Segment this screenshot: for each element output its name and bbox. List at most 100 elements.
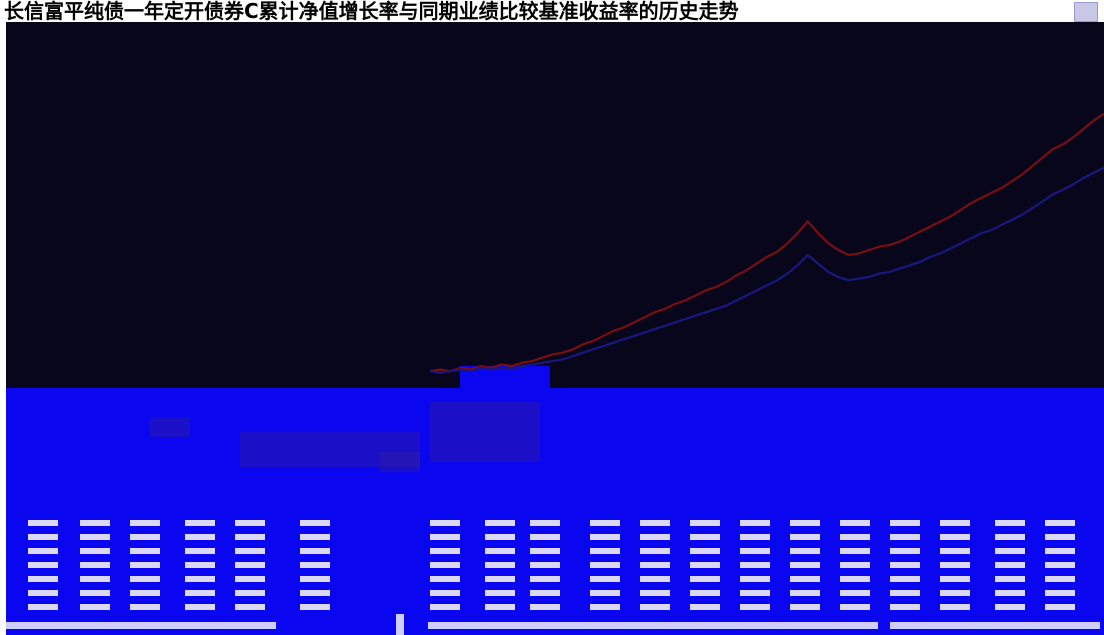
garbled-cell-17 (995, 520, 1025, 526)
garbled-cell-35 (940, 534, 970, 540)
garbled-cell-103 (530, 590, 560, 596)
garbled-cell-10 (640, 520, 670, 526)
garbled-cell-77 (80, 576, 110, 582)
garbled-cell-43 (300, 548, 330, 554)
garbled-cell-91 (890, 576, 920, 582)
garbled-cell-123 (590, 604, 620, 610)
window-corner-icon[interactable] (1074, 2, 1098, 22)
garbled-cell-131 (995, 604, 1025, 610)
garbled-cell-119 (300, 604, 330, 610)
garbled-cell-5 (300, 520, 330, 526)
garbled-cell-82 (430, 576, 460, 582)
garbled-cell-64 (485, 562, 515, 568)
garbled-cell-121 (485, 604, 515, 610)
garbled-cell-31 (740, 534, 770, 540)
garbled-cell-116 (130, 604, 160, 610)
garbled-cell-108 (790, 590, 820, 596)
garbled-cell-15 (890, 520, 920, 526)
garbled-cell-41 (185, 548, 215, 554)
garbled-cell-26 (485, 534, 515, 540)
garbled-cell-122 (530, 604, 560, 610)
garbled-cell-72 (890, 562, 920, 568)
garbled-cell-76 (28, 576, 58, 582)
garbled-cell-20 (80, 534, 110, 540)
garbled-cell-54 (940, 548, 970, 554)
garbled-cell-101 (430, 590, 460, 596)
garbled-cell-51 (790, 548, 820, 554)
garbled-cell-4 (235, 520, 265, 526)
chart-canvas (6, 22, 1104, 635)
garbled-cell-48 (640, 548, 670, 554)
garbled-cell-2 (130, 520, 160, 526)
garbled-cell-39 (80, 548, 110, 554)
garbled-cell-30 (690, 534, 720, 540)
garbled-cell-98 (185, 590, 215, 596)
garbled-cell-21 (130, 534, 160, 540)
garbled-cell-11 (690, 520, 720, 526)
garbled-cell-95 (28, 590, 58, 596)
garbled-cell-129 (890, 604, 920, 610)
garbled-cell-88 (740, 576, 770, 582)
garbled-cell-22 (185, 534, 215, 540)
garbled-cell-56 (1045, 548, 1075, 554)
garbled-cell-69 (740, 562, 770, 568)
garbled-cell-25 (430, 534, 460, 540)
garbled-cell-99 (235, 590, 265, 596)
garbled-cell-63 (430, 562, 460, 568)
garbled-cell-104 (590, 590, 620, 596)
garbled-cell-66 (590, 562, 620, 568)
garbled-strip-right-1 (428, 622, 878, 629)
garbled-cell-120 (430, 604, 460, 610)
garbled-cell-6 (430, 520, 460, 526)
garbled-cell-111 (940, 590, 970, 596)
garbled-cell-36 (995, 534, 1025, 540)
garbled-cell-79 (185, 576, 215, 582)
garbled-cell-106 (690, 590, 720, 596)
garbled-cell-65 (530, 562, 560, 568)
garbled-cell-84 (530, 576, 560, 582)
garbled-cell-32 (790, 534, 820, 540)
garbled-cell-110 (890, 590, 920, 596)
garbled-cell-7 (485, 520, 515, 526)
series-line-1 (429, 166, 1104, 375)
garbled-cell-28 (590, 534, 620, 540)
garbled-cell-19 (28, 534, 58, 540)
garbled-cell-107 (740, 590, 770, 596)
garbled-cell-16 (940, 520, 970, 526)
garbled-cell-45 (485, 548, 515, 554)
band-artifact-0 (150, 417, 190, 437)
garbled-cell-27 (530, 534, 560, 540)
garbled-cell-80 (235, 576, 265, 582)
garbled-cell-53 (890, 548, 920, 554)
garbled-cell-37 (1045, 534, 1075, 540)
garbled-cell-60 (185, 562, 215, 568)
garbled-cell-87 (690, 576, 720, 582)
garbled-cell-59 (130, 562, 160, 568)
garbled-cell-52 (840, 548, 870, 554)
garbled-cell-18 (1045, 520, 1075, 526)
garbled-cell-100 (300, 590, 330, 596)
band-artifact-3 (430, 402, 540, 462)
chart-title: 长信富平纯债一年定开债券C累计净值增长率与同期业绩比较基准收益率的历史走势 (4, 0, 739, 22)
garbled-cell-114 (28, 604, 58, 610)
garbled-cell-49 (690, 548, 720, 554)
garbled-cell-23 (235, 534, 265, 540)
garbled-cell-24 (300, 534, 330, 540)
garbled-cell-109 (840, 590, 870, 596)
garbled-cell-124 (640, 604, 670, 610)
garbled-cell-34 (890, 534, 920, 540)
garbled-cell-47 (590, 548, 620, 554)
garbled-cell-126 (740, 604, 770, 610)
garbled-cell-68 (690, 562, 720, 568)
garbled-cell-97 (130, 590, 160, 596)
garbled-cell-102 (485, 590, 515, 596)
garbled-cell-44 (430, 548, 460, 554)
garbled-cell-113 (1045, 590, 1075, 596)
garbled-cell-127 (790, 604, 820, 610)
garbled-cell-29 (640, 534, 670, 540)
garbled-cell-115 (80, 604, 110, 610)
garbled-cell-71 (840, 562, 870, 568)
garbled-cell-8 (530, 520, 560, 526)
garbled-cell-55 (995, 548, 1025, 554)
